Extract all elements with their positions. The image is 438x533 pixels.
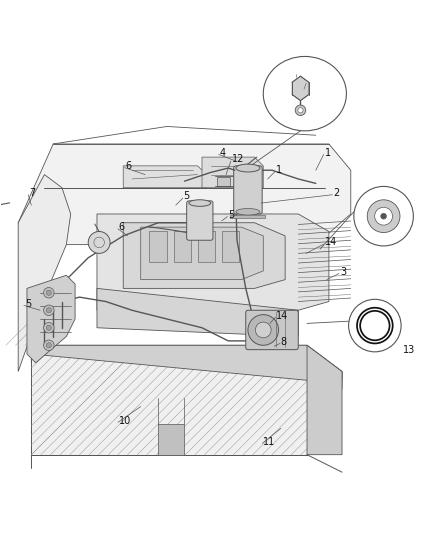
Polygon shape xyxy=(201,157,263,188)
Polygon shape xyxy=(230,215,265,219)
Polygon shape xyxy=(31,345,341,380)
Polygon shape xyxy=(31,345,306,455)
Text: 16: 16 xyxy=(306,77,318,86)
Polygon shape xyxy=(141,227,263,280)
Polygon shape xyxy=(149,231,166,262)
Circle shape xyxy=(247,314,278,345)
Text: 1: 1 xyxy=(275,165,281,175)
Polygon shape xyxy=(158,424,184,455)
Polygon shape xyxy=(306,345,341,455)
Text: 12: 12 xyxy=(231,154,244,164)
Polygon shape xyxy=(221,231,239,262)
Text: 10: 10 xyxy=(119,416,131,425)
Text: 5: 5 xyxy=(183,191,189,201)
Circle shape xyxy=(46,290,51,295)
FancyBboxPatch shape xyxy=(245,310,297,350)
Polygon shape xyxy=(18,175,71,372)
Text: 5: 5 xyxy=(25,298,31,309)
Ellipse shape xyxy=(235,164,259,172)
Circle shape xyxy=(46,308,51,313)
Circle shape xyxy=(374,207,392,225)
Polygon shape xyxy=(123,166,206,188)
Polygon shape xyxy=(97,214,328,310)
Circle shape xyxy=(380,213,386,219)
Circle shape xyxy=(88,231,110,253)
Polygon shape xyxy=(197,231,215,262)
Ellipse shape xyxy=(263,56,346,131)
Circle shape xyxy=(367,200,399,232)
Text: 14: 14 xyxy=(324,237,336,247)
Text: 2: 2 xyxy=(332,188,339,198)
FancyBboxPatch shape xyxy=(186,201,212,240)
Polygon shape xyxy=(27,275,75,363)
Polygon shape xyxy=(18,144,350,245)
Text: 7: 7 xyxy=(29,188,35,198)
Text: 14: 14 xyxy=(276,311,288,320)
Polygon shape xyxy=(217,177,230,185)
Circle shape xyxy=(43,322,54,333)
Circle shape xyxy=(43,340,54,351)
Text: 15: 15 xyxy=(293,68,305,77)
Text: 6: 6 xyxy=(125,161,131,171)
Text: 4: 4 xyxy=(219,148,225,158)
Text: 8: 8 xyxy=(280,337,286,347)
Circle shape xyxy=(353,187,413,246)
Text: 6: 6 xyxy=(119,222,125,232)
Text: 11: 11 xyxy=(263,437,275,447)
Circle shape xyxy=(364,315,385,336)
Polygon shape xyxy=(31,345,341,389)
Circle shape xyxy=(43,305,54,316)
Polygon shape xyxy=(97,288,297,336)
Circle shape xyxy=(43,287,54,298)
Text: 5: 5 xyxy=(228,210,234,220)
Polygon shape xyxy=(291,76,308,101)
Text: 13: 13 xyxy=(403,345,415,354)
Circle shape xyxy=(297,108,302,113)
Circle shape xyxy=(46,325,51,330)
Circle shape xyxy=(255,322,271,338)
Polygon shape xyxy=(123,223,285,288)
Polygon shape xyxy=(173,231,191,262)
Circle shape xyxy=(46,343,51,348)
Ellipse shape xyxy=(235,208,259,215)
Circle shape xyxy=(294,105,305,116)
Text: 1: 1 xyxy=(324,148,330,158)
Circle shape xyxy=(348,300,400,352)
Text: 3: 3 xyxy=(339,266,345,277)
FancyBboxPatch shape xyxy=(233,166,261,214)
Ellipse shape xyxy=(188,200,210,206)
